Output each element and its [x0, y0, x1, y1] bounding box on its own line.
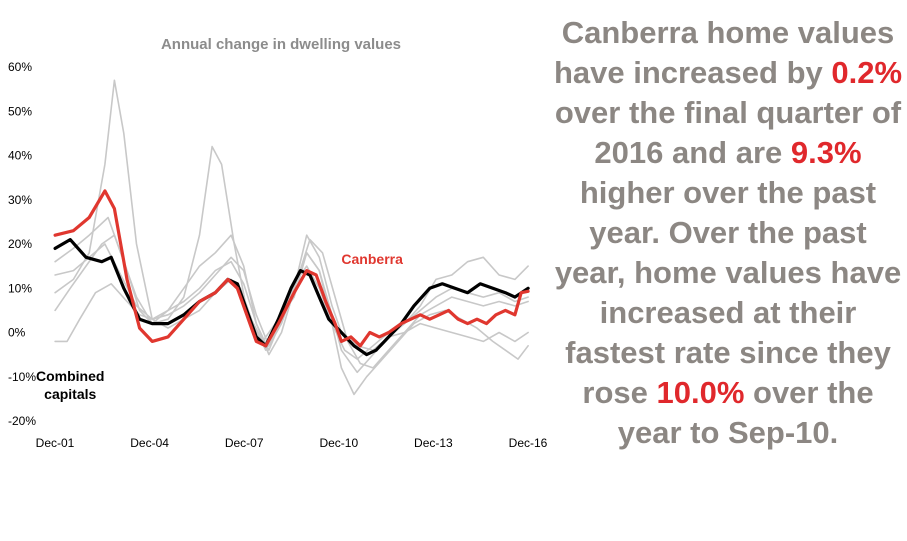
annotation-layer: Canberra Combined capitals [36, 251, 403, 402]
commentary-part-2: over the final quarter of 2016 and are [554, 95, 902, 170]
previous-peak-value: 10.0% [656, 375, 745, 410]
x-axis-ticks: Dec-01 Dec-04 Dec-07 Dec-10 Dec-13 Dec-16 [36, 436, 548, 450]
y-axis-ticks: 60% 50% 40% 30% 20% 10% 0% -10% -20% [8, 60, 36, 428]
canberra-annotation: Canberra [341, 251, 403, 267]
combined-annotation: Combined [36, 368, 104, 384]
chart-title: Annual change in dwelling values [161, 36, 401, 53]
other-capital-line [54, 79, 529, 351]
x-tick-label: Dec-04 [130, 436, 169, 450]
x-tick-label: Dec-13 [414, 436, 453, 450]
y-tick-label: 20% [8, 237, 32, 251]
y-tick-label: 40% [8, 149, 32, 163]
canberra-line [53, 189, 530, 348]
dwelling-values-chart: Annual change in dwelling values 60% 50% 4… [8, 36, 548, 450]
combined-annotation: capitals [44, 386, 96, 402]
commentary-part-4: over the year to Sep-10. [617, 375, 874, 450]
y-tick-label: 0% [8, 326, 26, 340]
y-tick-label: -10% [8, 370, 36, 384]
y-tick-label: 60% [8, 60, 32, 74]
combined-line [53, 238, 530, 357]
commentary-part-3: higher over the past year. Over the past… [554, 175, 902, 410]
x-tick-label: Dec-10 [319, 436, 358, 450]
y-tick-label: 50% [8, 104, 32, 118]
annual-change-value: 9.3% [790, 135, 862, 170]
other-capital-line [54, 234, 529, 369]
quarterly-change-value: 0.2% [831, 55, 903, 90]
x-tick-label: Dec-07 [225, 436, 264, 450]
commentary-part-1: Canberra home values have increased by [553, 15, 895, 90]
commentary-text: Canberra home values have increased by 0… [553, 13, 903, 453]
x-tick-label: Dec-01 [36, 436, 75, 450]
y-tick-label: 30% [8, 193, 32, 207]
y-tick-label: 10% [8, 281, 32, 295]
y-tick-label: -20% [8, 414, 36, 428]
other-capital-line [54, 145, 529, 374]
x-tick-label: Dec-16 [509, 436, 548, 450]
series-layer [53, 79, 530, 396]
